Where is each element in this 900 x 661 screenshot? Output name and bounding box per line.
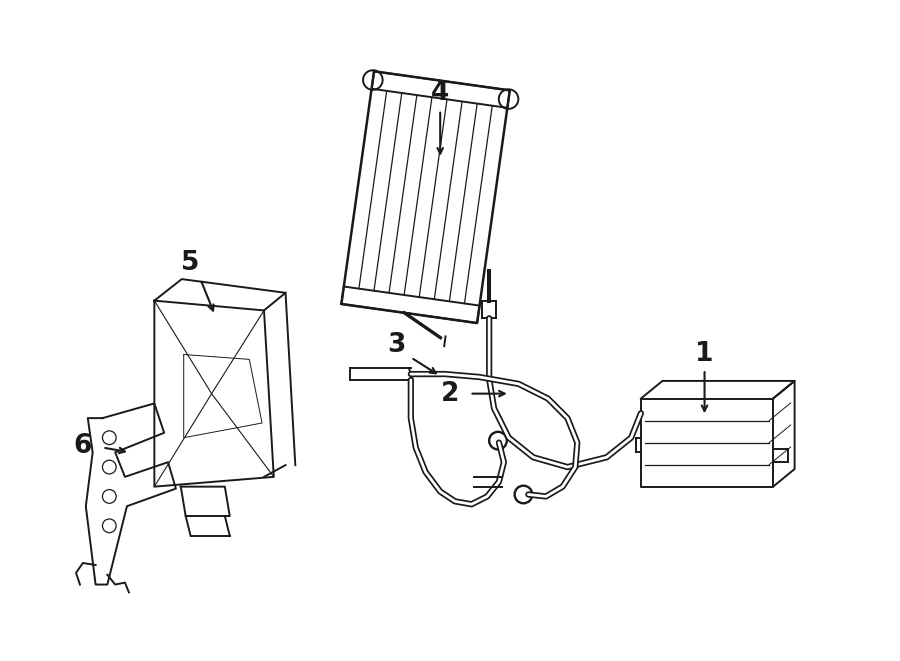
Text: 3: 3 [387,332,405,358]
Text: 5: 5 [182,251,200,276]
Text: 1: 1 [696,342,714,368]
Text: 6: 6 [74,432,92,459]
Text: 2: 2 [441,381,459,407]
Text: 4: 4 [431,80,449,106]
